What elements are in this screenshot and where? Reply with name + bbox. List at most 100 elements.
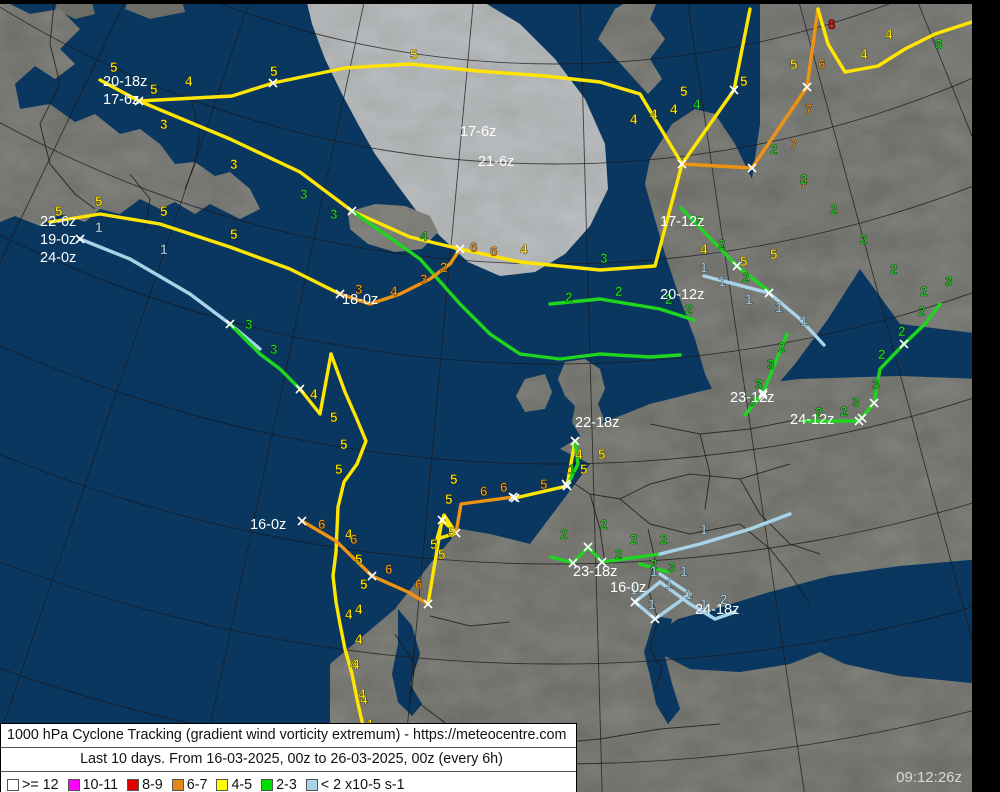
svg-text:23-18z: 23-18z xyxy=(573,564,617,580)
svg-text:17-12z: 17-12z xyxy=(660,214,704,230)
svg-text:6: 6 xyxy=(415,577,423,592)
svg-text:2: 2 xyxy=(615,547,623,562)
svg-text:5: 5 xyxy=(360,577,368,592)
svg-text:4: 4 xyxy=(352,657,360,672)
svg-text:5: 5 xyxy=(448,525,456,540)
svg-text:5: 5 xyxy=(410,47,418,62)
svg-text:1: 1 xyxy=(745,292,753,307)
svg-text:1: 1 xyxy=(665,577,673,592)
svg-text:2: 2 xyxy=(770,142,778,157)
svg-text:4: 4 xyxy=(693,97,701,112)
svg-text:5: 5 xyxy=(150,82,158,97)
svg-text:3: 3 xyxy=(300,187,308,202)
svg-text:2: 2 xyxy=(630,532,638,547)
svg-text:2: 2 xyxy=(660,532,668,547)
svg-text:4: 4 xyxy=(575,447,583,462)
svg-text:2: 2 xyxy=(560,527,568,542)
svg-text:1: 1 xyxy=(700,260,708,275)
svg-text:24-12z: 24-12z xyxy=(790,412,834,428)
svg-text:3: 3 xyxy=(872,377,880,392)
svg-text:3: 3 xyxy=(160,117,168,132)
svg-text:16-0z: 16-0z xyxy=(250,517,286,533)
svg-text:8: 8 xyxy=(828,17,836,32)
svg-text:2: 2 xyxy=(685,302,693,317)
svg-text:5: 5 xyxy=(770,247,778,262)
svg-text:3: 3 xyxy=(330,207,338,222)
svg-text:5: 5 xyxy=(270,64,278,79)
svg-text:1: 1 xyxy=(685,587,693,602)
svg-text:3: 3 xyxy=(420,272,428,287)
svg-text:5: 5 xyxy=(598,447,606,462)
svg-text:6: 6 xyxy=(470,240,478,255)
svg-text:6: 6 xyxy=(818,57,826,72)
svg-text:23-12z: 23-12z xyxy=(730,390,774,406)
svg-text:1: 1 xyxy=(680,564,688,579)
svg-text:4: 4 xyxy=(630,112,638,127)
svg-text:24-0z: 24-0z xyxy=(40,250,76,266)
svg-text:4: 4 xyxy=(650,107,658,122)
svg-text:5: 5 xyxy=(445,492,453,507)
svg-text:5: 5 xyxy=(680,84,688,99)
svg-text:18-0z: 18-0z xyxy=(342,292,378,308)
svg-text:6: 6 xyxy=(350,532,358,547)
svg-text:24-18z: 24-18z xyxy=(695,602,739,618)
svg-text:2: 2 xyxy=(918,304,926,319)
svg-text:4: 4 xyxy=(185,74,193,89)
svg-text:4: 4 xyxy=(520,242,528,257)
svg-text:4: 4 xyxy=(420,229,428,244)
svg-text:2: 2 xyxy=(890,262,898,277)
svg-text:5: 5 xyxy=(110,60,118,75)
svg-text:1: 1 xyxy=(800,314,808,329)
svg-text:4: 4 xyxy=(670,102,678,117)
svg-text:3: 3 xyxy=(600,251,608,266)
svg-text:2: 2 xyxy=(830,202,838,217)
svg-text:2: 2 xyxy=(742,270,750,285)
svg-text:2: 2 xyxy=(565,290,573,305)
svg-text:1: 1 xyxy=(648,597,656,612)
svg-text:2: 2 xyxy=(615,284,623,299)
svg-text:5: 5 xyxy=(160,204,168,219)
svg-text:2: 2 xyxy=(600,517,608,532)
svg-text:2: 2 xyxy=(800,172,808,187)
svg-text:17-6z: 17-6z xyxy=(103,92,139,108)
svg-text:19-0z: 19-0z xyxy=(40,232,76,248)
svg-text:2: 2 xyxy=(440,260,448,275)
svg-text:5: 5 xyxy=(340,437,348,452)
svg-text:2: 2 xyxy=(920,284,928,299)
svg-text:7: 7 xyxy=(790,137,798,152)
svg-text:1: 1 xyxy=(650,564,658,579)
svg-text:4: 4 xyxy=(310,387,318,402)
svg-text:5: 5 xyxy=(438,547,446,562)
svg-text:3: 3 xyxy=(270,342,278,357)
svg-text:22-6z: 22-6z xyxy=(40,214,76,230)
svg-text:3: 3 xyxy=(767,357,775,372)
svg-text:5: 5 xyxy=(230,227,238,242)
svg-text:5: 5 xyxy=(790,57,798,72)
svg-text:7: 7 xyxy=(805,102,813,117)
svg-text:4: 4 xyxy=(358,687,366,702)
svg-text:3: 3 xyxy=(935,37,943,52)
svg-text:4: 4 xyxy=(355,632,363,647)
svg-text:6: 6 xyxy=(318,517,326,532)
svg-text:5: 5 xyxy=(580,462,588,477)
svg-text:1: 1 xyxy=(568,462,576,477)
svg-text:5: 5 xyxy=(540,477,548,492)
svg-text:1: 1 xyxy=(718,274,726,289)
svg-text:21-6z: 21-6z xyxy=(478,154,514,170)
svg-text:1: 1 xyxy=(775,300,783,315)
svg-text:1: 1 xyxy=(95,220,103,235)
svg-text:6: 6 xyxy=(490,244,498,259)
svg-text:5: 5 xyxy=(95,194,103,209)
svg-text:6: 6 xyxy=(385,562,393,577)
svg-text:4: 4 xyxy=(390,284,398,299)
svg-text:1: 1 xyxy=(160,242,168,257)
svg-text:4: 4 xyxy=(355,602,363,617)
svg-text:22-18z: 22-18z xyxy=(575,415,619,431)
svg-text:3: 3 xyxy=(945,274,953,289)
svg-text:2: 2 xyxy=(718,237,726,252)
svg-text:4: 4 xyxy=(885,27,893,42)
svg-text:17-6z: 17-6z xyxy=(460,124,496,140)
svg-text:5: 5 xyxy=(355,552,363,567)
svg-text:2: 2 xyxy=(840,404,848,419)
svg-text:3: 3 xyxy=(230,157,238,172)
